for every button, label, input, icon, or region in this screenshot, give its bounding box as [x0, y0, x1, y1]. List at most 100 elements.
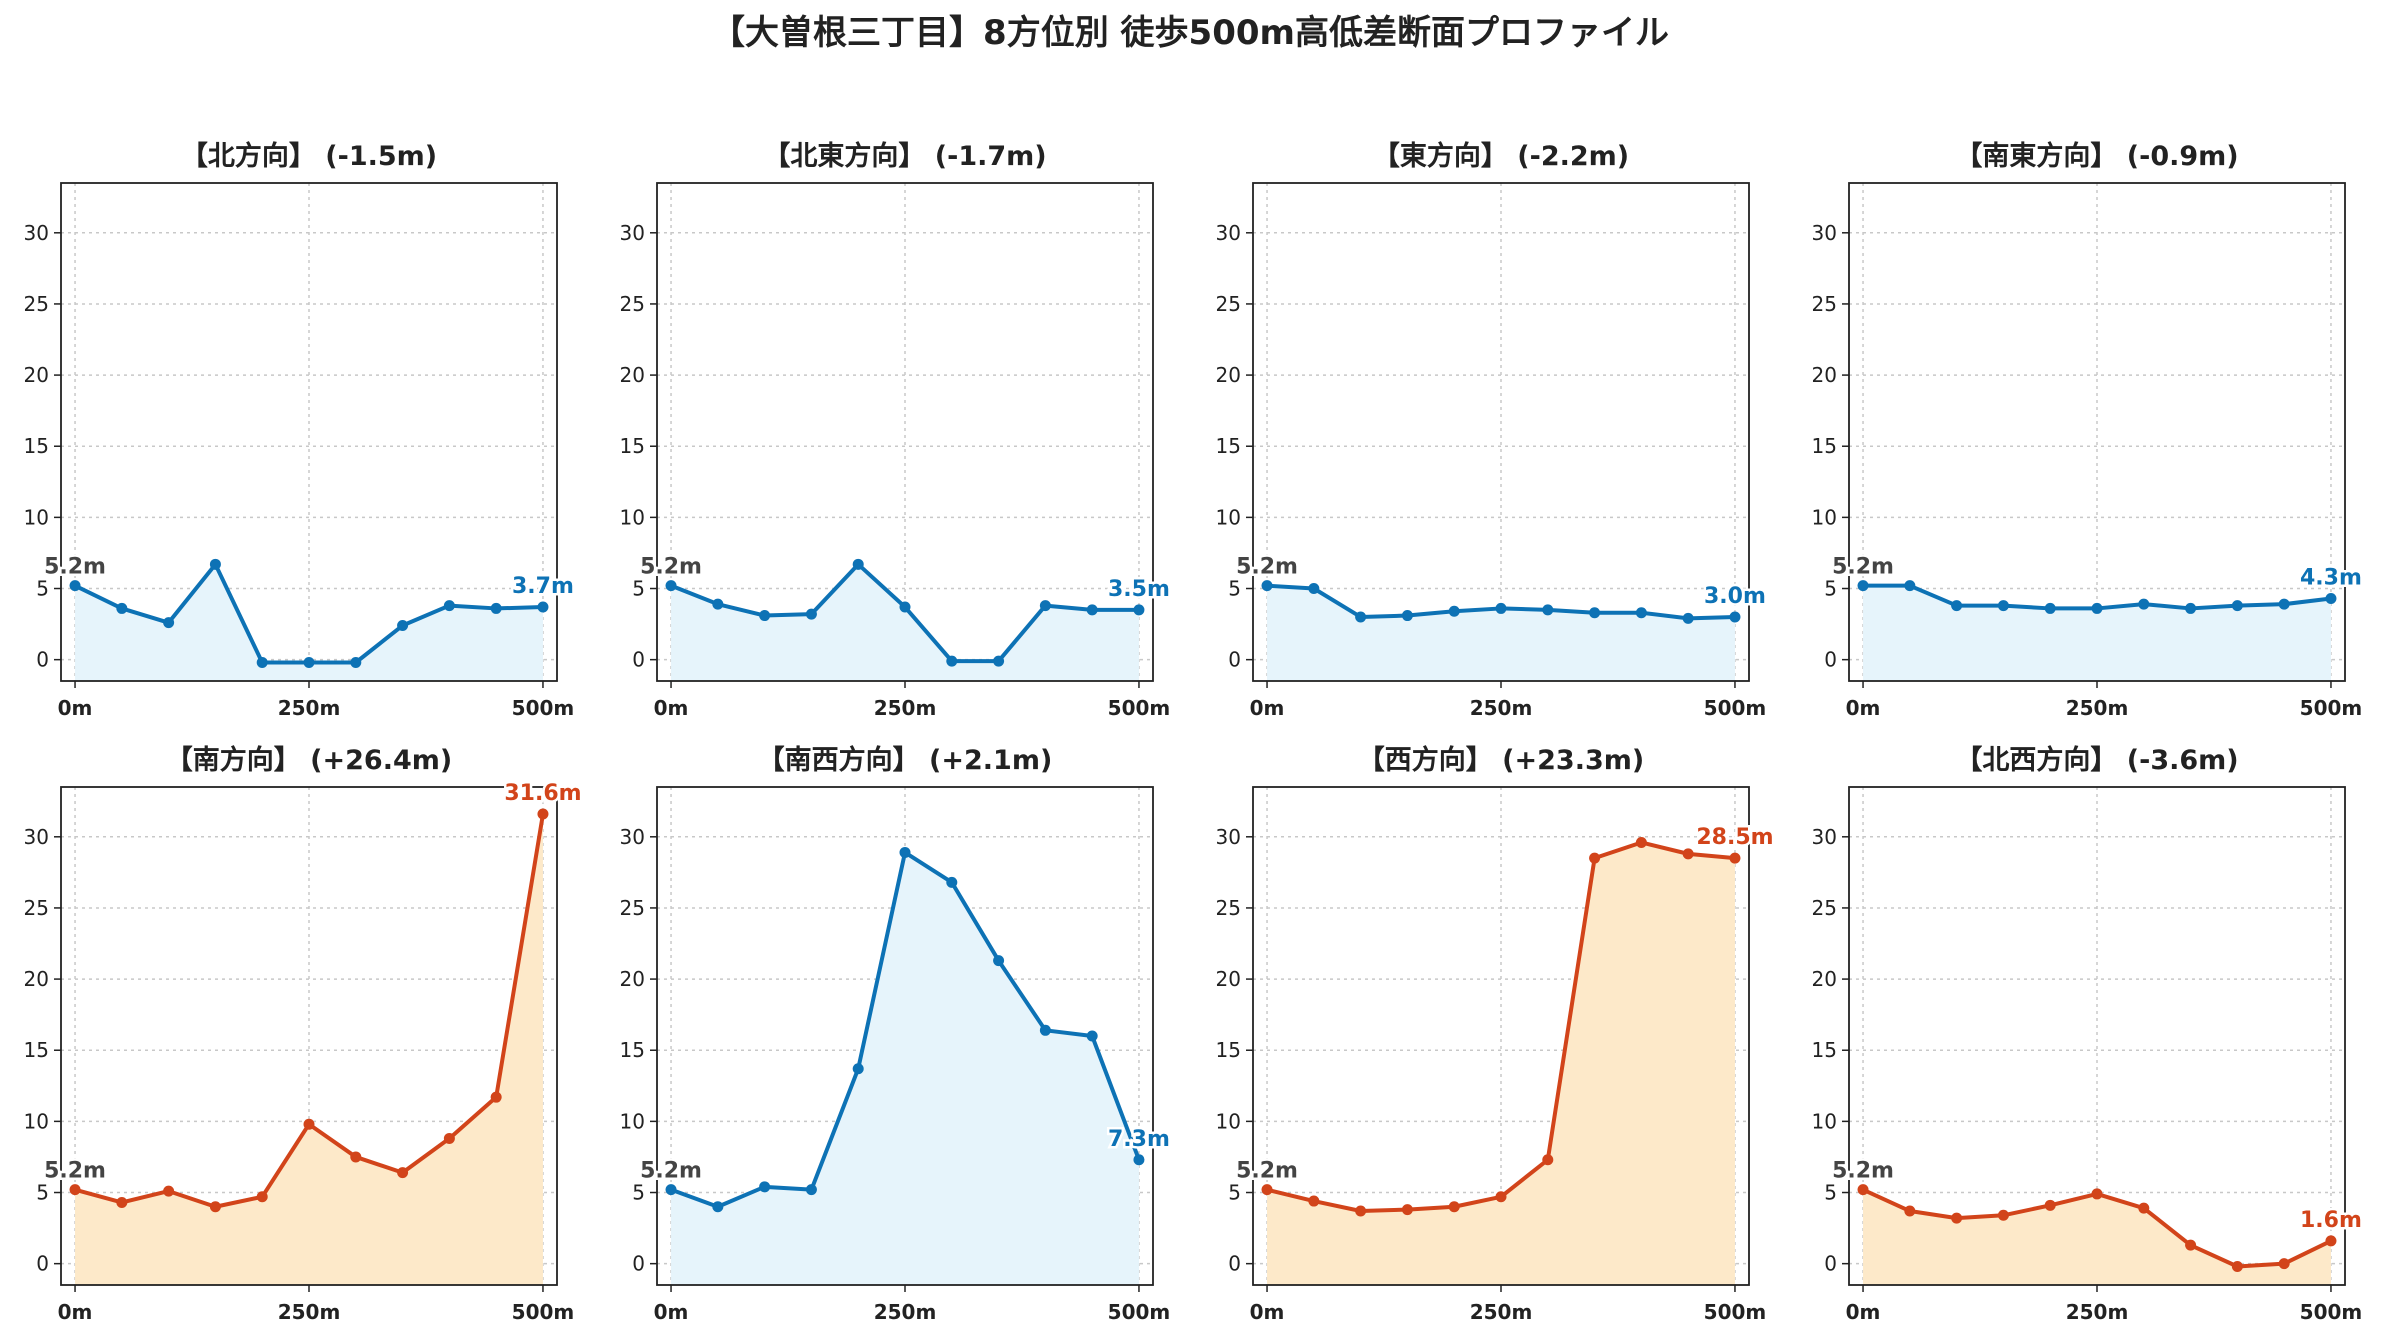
- data-point: [2185, 602, 2197, 614]
- area-fill: [1267, 842, 1735, 1285]
- data-point: [1589, 852, 1601, 864]
- data-point: [443, 600, 455, 612]
- y-tick-label: 5: [632, 1181, 645, 1205]
- x-tick-label: 0m: [654, 696, 689, 720]
- x-tick-label: 0m: [58, 1300, 93, 1324]
- data-point: [397, 1167, 409, 1179]
- data-point: [1086, 1030, 1098, 1042]
- x-tick-label: 250m: [874, 696, 937, 720]
- data-point: [712, 1201, 724, 1213]
- data-point: [537, 808, 549, 820]
- data-point: [1589, 607, 1601, 619]
- data-point: [665, 1184, 677, 1196]
- y-tick-label: 25: [1216, 292, 1241, 316]
- data-point: [1729, 611, 1741, 623]
- data-point: [993, 955, 1005, 967]
- data-point: [899, 846, 911, 858]
- data-point: [1542, 604, 1554, 616]
- data-point: [1997, 1209, 2009, 1221]
- panel-title: 【南西方向】 (+2.1m): [758, 744, 1053, 776]
- data-point: [2044, 602, 2056, 614]
- data-point: [1308, 583, 1320, 595]
- y-tick-label: 15: [620, 434, 645, 458]
- data-point: [69, 580, 81, 592]
- y-tick-label: 10: [620, 1109, 645, 1133]
- data-point: [1261, 1184, 1273, 1196]
- panel-title: 【東方向】 (-2.2m): [1373, 140, 1629, 172]
- x-tick-label: 250m: [1470, 1300, 1533, 1324]
- end-value-label: 31.6m: [504, 781, 581, 806]
- y-tick-label: 5: [1228, 1181, 1241, 1205]
- end-value-label: 3.7m: [512, 574, 574, 599]
- data-point: [946, 655, 958, 667]
- data-point: [1682, 612, 1694, 624]
- x-tick-label: 250m: [1470, 696, 1533, 720]
- y-tick-label: 20: [1812, 363, 1837, 387]
- x-tick-label: 0m: [1250, 696, 1285, 720]
- panel-5: 【南西方向】 (+2.1m) 0 5 10 15 20 25 30 0m 250m 500m 5.2m…: [620, 744, 1173, 1324]
- data-point: [1635, 836, 1647, 848]
- x-tick-label: 250m: [2066, 696, 2129, 720]
- x-tick-label: 500m: [1704, 696, 1767, 720]
- data-point: [490, 602, 502, 614]
- y-tick-label: 15: [24, 434, 49, 458]
- x-tick-label: 250m: [2066, 1300, 2129, 1324]
- y-tick-label: 30: [24, 221, 49, 245]
- end-value-label: 28.5m: [1696, 825, 1773, 850]
- data-point: [397, 620, 409, 632]
- end-value-label: 3.0m: [1704, 584, 1766, 609]
- panel-title: 【北西方向】 (-3.6m): [1955, 744, 2238, 776]
- x-tick-label: 500m: [2300, 696, 2363, 720]
- y-tick-label: 30: [1812, 221, 1837, 245]
- data-point: [350, 657, 362, 669]
- panel-title: 【南方向】 (+26.4m): [166, 744, 452, 776]
- end-value-label: 7.3m: [1108, 1127, 1170, 1152]
- data-point: [209, 1201, 221, 1213]
- panel-3: 【南東方向】 (-0.9m) 0 5 10 15 20 25 30 0m 250m 500m 5.2m…: [1812, 140, 2365, 720]
- data-point: [1448, 1201, 1460, 1213]
- data-point: [1086, 604, 1098, 616]
- data-point: [2231, 600, 2243, 612]
- data-point: [1401, 610, 1413, 622]
- x-tick-label: 500m: [1704, 1300, 1767, 1324]
- data-point: [1308, 1195, 1320, 1207]
- data-point: [712, 598, 724, 610]
- y-tick-label: 5: [36, 1181, 49, 1205]
- data-point: [537, 601, 549, 613]
- data-point: [116, 602, 128, 614]
- x-tick-label: 0m: [654, 1300, 689, 1324]
- data-point: [2091, 602, 2103, 614]
- y-tick-label: 30: [24, 825, 49, 849]
- panel-0: 【北方向】 (-1.5m) 0 5 10 15 20 25 30 0m 250m 500m 5.2m 3…: [24, 140, 577, 720]
- y-tick-label: 15: [1812, 1038, 1837, 1062]
- start-value-label: 5.2m: [1236, 555, 1298, 580]
- data-point: [256, 657, 268, 669]
- data-point: [1682, 848, 1694, 860]
- x-tick-label: 500m: [1108, 696, 1171, 720]
- data-point: [443, 1132, 455, 1144]
- data-point: [490, 1091, 502, 1103]
- start-value-label: 5.2m: [44, 1159, 106, 1184]
- y-tick-label: 25: [1812, 896, 1837, 920]
- data-point: [805, 1184, 817, 1196]
- panel-title: 【北東方向】 (-1.7m): [763, 140, 1046, 172]
- data-point: [350, 1151, 362, 1163]
- data-point: [2278, 598, 2290, 610]
- y-tick-label: 0: [1228, 1252, 1241, 1276]
- data-point: [1495, 602, 1507, 614]
- y-tick-label: 5: [36, 577, 49, 601]
- data-point: [759, 610, 771, 622]
- end-value-label: 3.5m: [1108, 577, 1170, 602]
- data-point: [1951, 600, 1963, 612]
- data-point: [2138, 598, 2150, 610]
- data-point: [1857, 1184, 1869, 1196]
- y-tick-label: 10: [620, 505, 645, 529]
- y-tick-label: 25: [620, 896, 645, 920]
- y-tick-label: 30: [620, 221, 645, 245]
- panel-1: 【北東方向】 (-1.7m) 0 5 10 15 20 25 30 0m 250m 500m 5.2m…: [620, 140, 1173, 720]
- y-tick-label: 5: [632, 577, 645, 601]
- data-point: [2325, 1235, 2337, 1247]
- data-point: [1355, 611, 1367, 623]
- y-tick-label: 25: [24, 896, 49, 920]
- y-tick-label: 20: [1812, 967, 1837, 991]
